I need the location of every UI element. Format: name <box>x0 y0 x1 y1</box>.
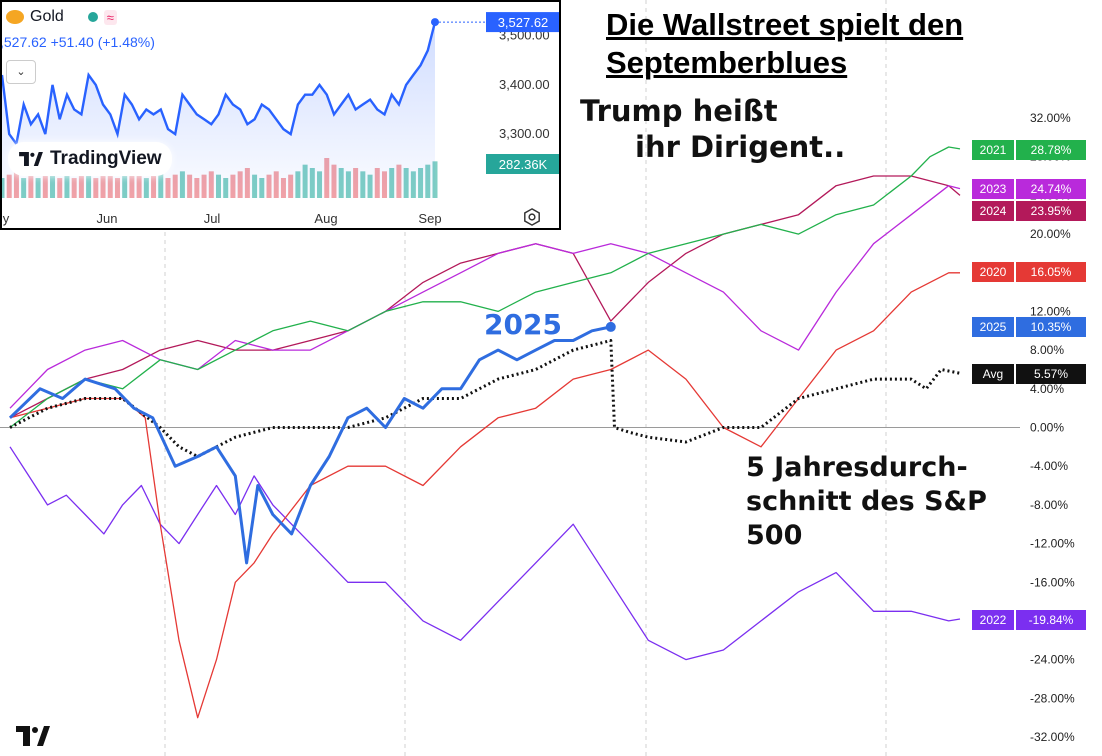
series-line-2021 <box>9 146 961 429</box>
y-tick-label: -28.00% <box>1030 691 1075 705</box>
gold-coin-icon <box>6 10 24 24</box>
legend-name: 2023 <box>980 182 1007 196</box>
gold-last-price: 3,527.62 <box>498 15 549 30</box>
legend-value: 16.05% <box>1031 265 1072 279</box>
tradingview-badge[interactable]: TradingView <box>8 142 172 176</box>
legend-value: -19.84% <box>1029 613 1074 627</box>
gold-y-tick: 3,300.00 <box>499 126 550 141</box>
tradingview-mark-icon <box>19 152 43 166</box>
legend-tag-2024: 2024 23.95% <box>972 201 1086 221</box>
tradingview-brand: TradingView <box>50 148 162 169</box>
gold-volume-tag <box>486 154 559 174</box>
legend-name: 2025 <box>980 320 1007 334</box>
y-tick-label: -8.00% <box>1030 498 1068 512</box>
gold-x-tick: Jun <box>97 211 118 226</box>
y-tick-label: -12.00% <box>1030 537 1075 551</box>
legend-tag-value-bg <box>1016 364 1086 384</box>
series-line-2025 <box>8 325 612 565</box>
annotation-avg-line-2: schnitt des S&P <box>746 486 987 517</box>
gold-last-price-tag <box>486 12 559 33</box>
legend-tag-value-bg <box>1016 262 1086 282</box>
legend-name: 2020 <box>980 265 1007 279</box>
legend-tag-2022: 2022 -19.84% <box>972 610 1086 630</box>
legend-tag-name-bg <box>972 179 1014 199</box>
legend-name: 2022 <box>980 613 1007 627</box>
legend-tag-2025: 2025 10.35% <box>972 317 1086 337</box>
gold-volume-label: 282.36K <box>499 157 548 172</box>
legend-tag-avg: Avg 5.57% <box>972 364 1086 384</box>
legend-value: 23.95% <box>1031 204 1072 218</box>
legend-value: 24.74% <box>1031 182 1072 196</box>
legend-tag-name-bg <box>972 140 1014 160</box>
legend-tag-name-bg <box>972 610 1014 630</box>
legend-value: 10.35% <box>1031 320 1072 334</box>
legend-tag-2020: 2020 16.05% <box>972 262 1086 282</box>
legend-name: 2024 <box>980 204 1007 218</box>
gold-y-tick: 3,400.00 <box>499 77 550 92</box>
y-tick-label: 0.00% <box>1030 421 1064 435</box>
legend-tag-2021: 2021 28.78% <box>972 140 1086 160</box>
legend-value: 28.78% <box>1031 143 1072 157</box>
series-end-point-2025 <box>605 321 616 332</box>
legend-value: 5.57% <box>1034 367 1068 381</box>
legend-labels: 2021 28.78% 2023 24.74% 2024 23.95% 2020 16.05%… <box>972 140 1086 630</box>
legend-name: 2021 <box>980 143 1007 157</box>
y-tick-label: -4.00% <box>1030 459 1068 473</box>
legend-tag-value-bg <box>1016 179 1086 199</box>
gold-x-tick: Aug <box>314 211 337 226</box>
legend-tag-name-bg <box>972 201 1014 221</box>
y-tick-label: 4.00% <box>1030 382 1064 396</box>
legend-tag-name-bg <box>972 317 1014 337</box>
y-tick-label: 8.00% <box>1030 343 1064 357</box>
wave-icon: ≈ <box>103 9 117 25</box>
gold-axis: 3,500.003,400.003,300.003,527.62282.36Ky… <box>3 12 559 226</box>
series-line-2022 <box>9 446 961 661</box>
y-tick-label: -24.00% <box>1030 653 1075 667</box>
y-tick-label: 20.00% <box>1030 227 1071 241</box>
page-title: Die Wallstreet spielt den Septemberblues <box>606 6 963 82</box>
gold-x-tick: Sep <box>418 211 441 226</box>
legend-tag-value-bg <box>1016 201 1086 221</box>
y-tick-label: 12.00% <box>1030 304 1071 318</box>
chevron-down-icon[interactable]: ⌄ <box>6 60 36 84</box>
legend-tag-name-bg <box>972 364 1014 384</box>
gold-inset-chart[interactable]: 3,500.00 3,400.00 3,300.00 3,527.62 282.36K y… <box>0 0 561 230</box>
series-layer <box>8 146 961 719</box>
gold-quote: ,527.62 +51.40 (+1.48%) <box>0 34 155 50</box>
tradingview-logo-icon[interactable] <box>16 726 50 746</box>
title-line-1: Die Wallstreet spielt den <box>606 7 964 42</box>
gold-line <box>2 21 437 147</box>
annotation-trump-line-2: ihr Dirigent.. <box>635 130 846 164</box>
legend-tag-2023: 2023 24.74% <box>972 179 1086 199</box>
annotation-avg-line-3: 500 <box>746 520 803 551</box>
market-status-icon <box>87 12 98 22</box>
title-line-2: Septemberblues <box>606 45 848 80</box>
annotation-avg-line-1: 5 Jahresdurch- <box>746 452 968 483</box>
legend-tag-value-bg <box>1016 610 1086 630</box>
y-tick-label: -16.00% <box>1030 575 1075 589</box>
settings-icon[interactable] <box>523 208 541 226</box>
y-tick-label: -32.00% <box>1030 730 1075 744</box>
legend-tag-value-bg <box>1016 317 1086 337</box>
annotation-trump-line-1: Trump heißt <box>580 94 778 128</box>
gold-x-tick: Jul <box>204 211 221 226</box>
legend-tag-value-bg <box>1016 140 1086 160</box>
gold-x-tick: y <box>3 211 10 226</box>
legend-name: Avg <box>983 367 1003 381</box>
legend-tag-name-bg <box>972 262 1014 282</box>
y-tick-label: 32.00% <box>1030 111 1071 125</box>
gold-header: Gold ≈ <box>6 8 117 26</box>
annotation-2025: 2025 <box>484 308 562 341</box>
symbol-name[interactable]: Gold <box>30 8 64 25</box>
